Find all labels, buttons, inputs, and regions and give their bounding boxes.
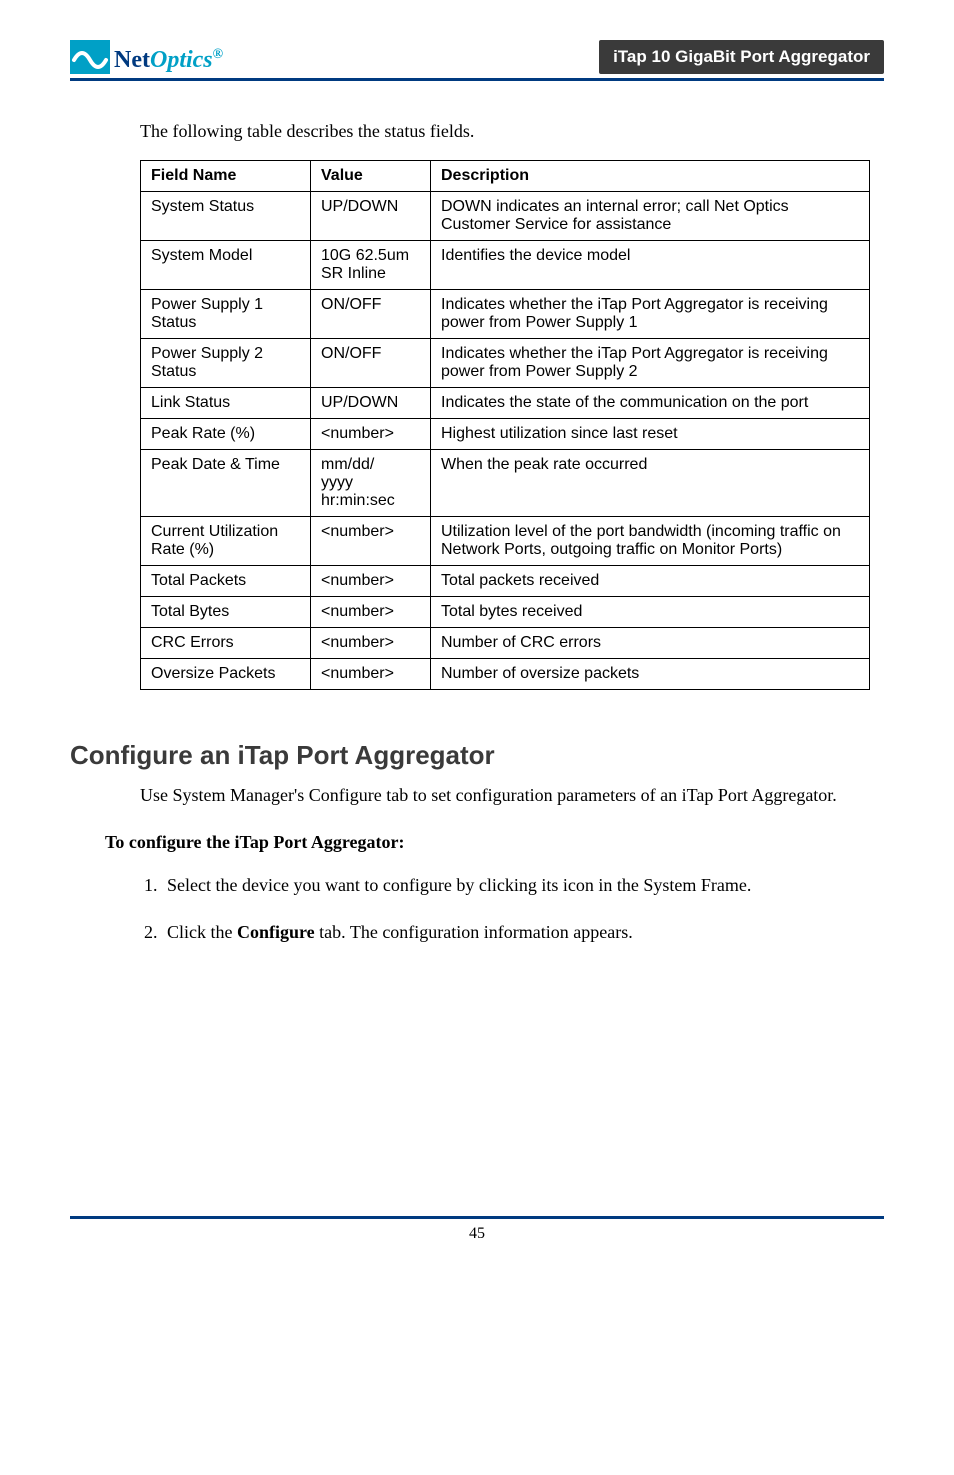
status-fields-table: Field Name Value Description System Stat… [140,160,870,690]
table-cell: CRC Errors [141,628,311,659]
table-cell: Total bytes received [431,597,870,628]
page-header: NetOptics® iTap 10 GigaBit Port Aggregat… [70,40,884,74]
table-row: Total Packets<number>Total packets recei… [141,566,870,597]
table-row: Peak Date & Timemm/dd/ yyyy hr:min:secWh… [141,450,870,517]
table-cell: UP/DOWN [311,388,431,419]
table-cell: ON/OFF [311,339,431,388]
table-cell: When the peak rate occurred [431,450,870,517]
table-cell: <number> [311,419,431,450]
table-cell: <number> [311,517,431,566]
table-cell: Current Utilization Rate (%) [141,517,311,566]
table-cell: 10G 62.5um SR Inline [311,241,431,290]
header-divider [70,78,884,81]
logo-text: NetOptics® [114,47,223,74]
table-header: Value [311,161,431,192]
table-row: System Model10G 62.5um SR InlineIdentifi… [141,241,870,290]
table-row: Link StatusUP/DOWNIndicates the state of… [141,388,870,419]
table-row: Total Bytes<number>Total bytes received [141,597,870,628]
table-cell: Power Supply 2 Status [141,339,311,388]
table-cell: Number of oversize packets [431,659,870,690]
list-item: Click the Configure tab. The configurati… [162,920,884,945]
table-cell: Number of CRC errors [431,628,870,659]
table-cell: Link Status [141,388,311,419]
page-number: 45 [70,1225,884,1243]
table-cell: Power Supply 1 Status [141,290,311,339]
table-cell: <number> [311,628,431,659]
table-header: Field Name [141,161,311,192]
table-row: Peak Rate (%)<number>Highest utilization… [141,419,870,450]
table-cell: Peak Date & Time [141,450,311,517]
table-cell: Total Bytes [141,597,311,628]
list-item: Select the device you want to configure … [162,873,884,898]
table-cell: DOWN indicates an internal error; call N… [431,192,870,241]
table-row: Current Utilization Rate (%)<number>Util… [141,517,870,566]
table-cell: Identifies the device model [431,241,870,290]
logo-optics: Optics [150,47,213,73]
table-cell: ON/OFF [311,290,431,339]
table-cell: Oversize Packets [141,659,311,690]
table-header-row: Field Name Value Description [141,161,870,192]
section-subhead: To configure the iTap Port Aggregator: [105,832,884,853]
table-cell: Highest utilization since last reset [431,419,870,450]
table-row: Power Supply 2 StatusON/OFFIndicates whe… [141,339,870,388]
table-cell: <number> [311,566,431,597]
page-title-pill: iTap 10 GigaBit Port Aggregator [599,40,884,74]
table-row: System StatusUP/DOWNDOWN indicates an in… [141,192,870,241]
table-cell: Indicates whether the iTap Port Aggregat… [431,290,870,339]
table-cell: <number> [311,597,431,628]
table-cell: mm/dd/ yyyy hr:min:sec [311,450,431,517]
table-cell: Peak Rate (%) [141,419,311,450]
table-row: Power Supply 1 StatusON/OFFIndicates whe… [141,290,870,339]
footer-divider [70,1216,884,1219]
table-cell: Indicates whether the iTap Port Aggregat… [431,339,870,388]
table-cell: Utilization level of the port bandwidth … [431,517,870,566]
table-cell: System Model [141,241,311,290]
logo: NetOptics® [70,40,223,74]
table-cell: UP/DOWN [311,192,431,241]
section-body: Use System Manager's Configure tab to se… [140,783,884,807]
logo-net: Net [114,47,150,73]
wave-icon [70,40,110,74]
table-cell: System Status [141,192,311,241]
steps-list: Select the device you want to configure … [140,873,884,945]
table-row: CRC Errors<number>Number of CRC errors [141,628,870,659]
section-heading: Configure an iTap Port Aggregator [70,740,884,771]
intro-paragraph: The following table describes the status… [140,121,884,142]
logo-registered: ® [213,47,223,62]
table-cell: Total packets received [431,566,870,597]
table-cell: Total Packets [141,566,311,597]
table-row: Oversize Packets<number>Number of oversi… [141,659,870,690]
table-cell: <number> [311,659,431,690]
table-header: Description [431,161,870,192]
table-cell: Indicates the state of the communication… [431,388,870,419]
